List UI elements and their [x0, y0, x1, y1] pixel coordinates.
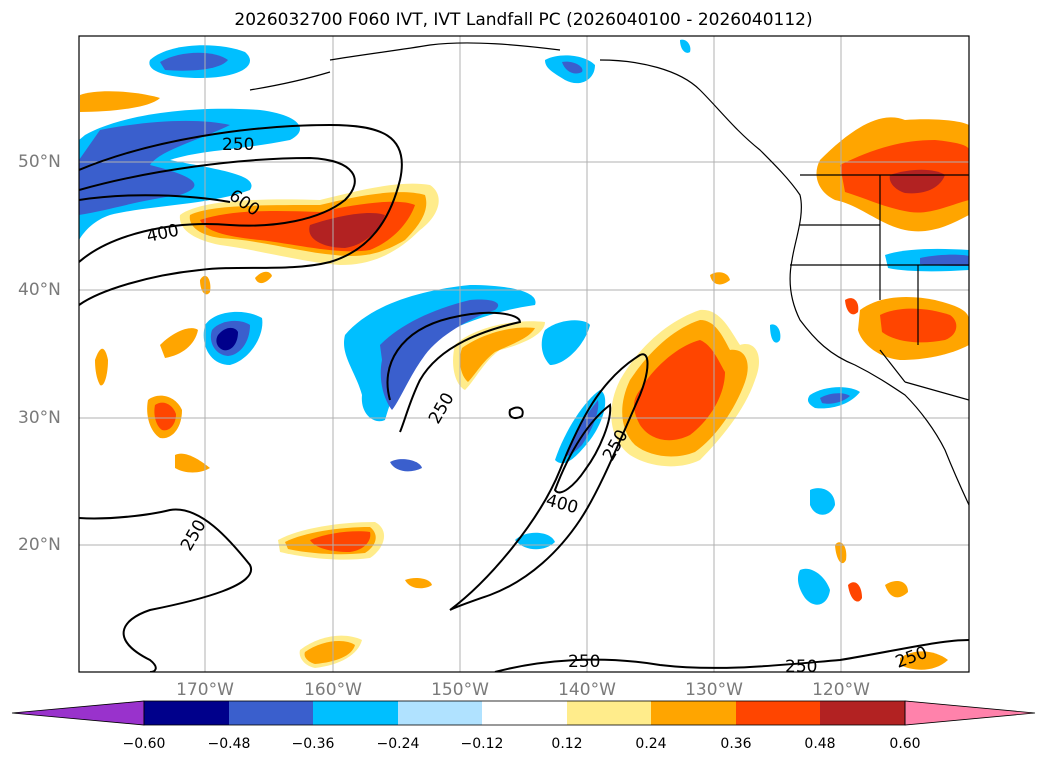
positive-pc-region	[255, 271, 272, 284]
ivt-contour-400	[553, 403, 612, 494]
colorbar-segment	[736, 701, 820, 725]
positive-pc-region	[154, 402, 176, 431]
ivt-contour-400	[79, 156, 356, 263]
positive-pc-region	[309, 213, 385, 248]
colorbar-segment	[313, 701, 398, 725]
lat-label: 20°N	[18, 535, 61, 555]
colorbar-tick-label: 0.12	[551, 736, 583, 752]
positive-pc-region	[710, 272, 730, 285]
ivt-contour-250	[449, 353, 649, 611]
lat-label: 50°N	[18, 152, 61, 172]
contour-label: 250	[568, 652, 600, 672]
colorbar-segment	[398, 701, 482, 725]
positive-pc-region	[405, 577, 432, 589]
colorbar-tick-label: −0.36	[291, 736, 335, 752]
positive-pc-region	[848, 582, 862, 602]
lon-label: 140°W	[558, 680, 616, 700]
gridlines	[79, 36, 969, 672]
positive-pc-region	[885, 580, 908, 598]
colorbar-segment	[144, 701, 229, 725]
lon-label: 150°W	[431, 680, 489, 700]
positive-pc-region	[95, 348, 108, 386]
negative-pc-region	[79, 120, 230, 215]
positive-pc-region	[634, 340, 725, 441]
colorbar-tick-label: −0.48	[207, 736, 251, 752]
colorbar-segment	[820, 701, 905, 725]
colorbar-tick-label: 0.36	[720, 736, 752, 752]
positive-pc-region	[310, 531, 371, 552]
colorbar-segment	[229, 701, 313, 725]
negative-pc-region	[541, 320, 590, 365]
negative-pc-region	[680, 39, 691, 53]
positive-pc-region	[175, 453, 210, 473]
lat-label: 40°N	[18, 280, 61, 300]
contour-label: 400	[544, 491, 581, 519]
negative-pc-region	[920, 254, 969, 266]
colorbar-tick-label: 0.24	[635, 736, 667, 752]
map-title: 2026032700 F060 IVT, IVT Landfall PC (20…	[234, 10, 813, 30]
contour-label: 250	[425, 389, 459, 427]
negative-pc-region	[562, 61, 583, 74]
colorbar-tick-label: 0.48	[804, 736, 836, 752]
lon-label: 130°W	[685, 680, 743, 700]
contour-label: 250	[222, 135, 254, 155]
positive-pc-region	[160, 328, 198, 358]
colorbar-tick-label: −0.24	[376, 736, 420, 752]
negative-pc-region	[820, 393, 850, 404]
colorbar-tick-label: −0.12	[460, 736, 504, 752]
contour-label: 250	[785, 657, 817, 677]
contour-label: 400	[145, 221, 181, 247]
lat-label: 30°N	[18, 408, 61, 428]
colorbar-extend-max	[904, 700, 1036, 726]
negative-pc-region	[797, 568, 830, 605]
positive-pc-region	[889, 169, 945, 194]
negative-pc-region	[160, 52, 228, 71]
ivt-contour-250	[79, 508, 253, 672]
colorbar-segment	[482, 701, 567, 725]
contour-label: 250	[177, 516, 211, 554]
colorbar-tick-label: −0.60	[122, 736, 166, 752]
ivt-pc-shading	[79, 39, 969, 670]
ivt-contour-600	[79, 194, 231, 203]
ivt-contour-250	[79, 123, 403, 306]
plot-frame	[78, 35, 970, 673]
ivt-contour-250	[386, 311, 522, 433]
colorbar-segment	[567, 701, 651, 725]
negative-pc-region	[390, 459, 422, 472]
lon-label: 160°W	[304, 680, 362, 700]
colorbar-tick-label: 0.60	[889, 736, 921, 752]
negative-pc-region	[380, 299, 499, 410]
negative-pc-region	[216, 327, 238, 351]
positive-pc-region	[460, 327, 535, 382]
positive-pc-region	[845, 298, 859, 315]
colorbar	[11, 700, 1036, 726]
negative-pc-region	[770, 324, 781, 343]
coastline	[249, 42, 969, 506]
ivt-contour-250	[508, 406, 524, 419]
negative-pc-region	[810, 488, 835, 515]
lon-label: 120°W	[812, 680, 870, 700]
colorbar-segment	[651, 701, 736, 725]
ivt-contours	[79, 123, 969, 672]
positive-pc-region	[900, 651, 948, 670]
positive-pc-region	[304, 640, 355, 664]
ivt-contour-250	[494, 639, 969, 672]
positive-pc-region	[80, 91, 160, 112]
negative-pc-region	[565, 400, 599, 456]
lon-label: 170°W	[176, 680, 234, 700]
colorbar-extend-min	[11, 700, 145, 726]
